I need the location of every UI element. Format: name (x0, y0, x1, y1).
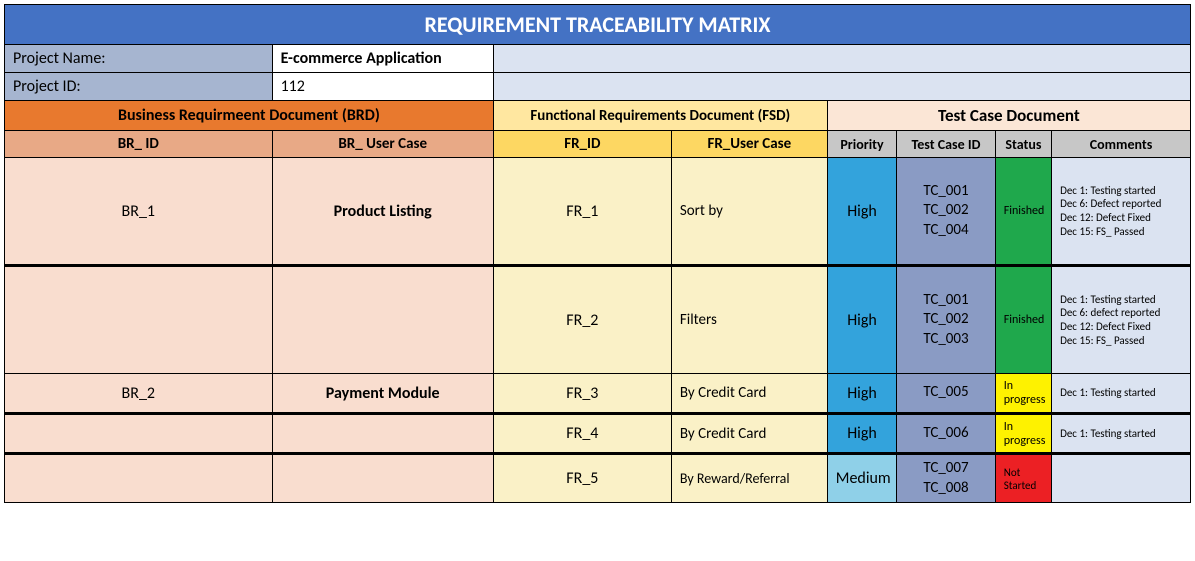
col-comments: Comments (1052, 131, 1191, 158)
priority: High (827, 266, 896, 374)
br-id (5, 414, 273, 454)
title-row: REQUIREMENT TRACEABILITY MATRIX (5, 5, 1191, 45)
test-case-id: TC_005 (897, 374, 996, 414)
project-name-value: E-commerce Application (272, 45, 493, 73)
section-fsd: Functional Requirements Document (FSD) (493, 101, 827, 131)
col-br-id: BR_ ID (5, 131, 273, 158)
br-id (5, 454, 273, 503)
br-id: BR_2 (5, 374, 273, 414)
meta-row-project-id: Project ID: 112 (5, 73, 1191, 101)
comments: Dec 1: Testing started (1052, 414, 1191, 454)
data-row: FR_5 By Reward/Referral Medium TC_007TC_… (5, 454, 1191, 503)
project-name-label: Project Name: (5, 45, 273, 73)
comments (1052, 454, 1191, 503)
test-case-id: TC_001TC_002TC_003 (897, 266, 996, 374)
status: Not Started (995, 454, 1051, 503)
meta-row-project-name: Project Name: E-commerce Application (5, 45, 1191, 73)
priority: High (827, 374, 896, 414)
data-row: BR_2 Payment Module FR_3 By Credit Card … (5, 374, 1191, 414)
br-usecase: Payment Module (272, 374, 493, 414)
fr-usecase: By Credit Card (671, 414, 827, 454)
status: Finished (995, 158, 1051, 266)
priority: High (827, 414, 896, 454)
fr-id: FR_1 (493, 158, 671, 266)
test-case-id: TC_006 (897, 414, 996, 454)
meta-blank (493, 73, 1190, 101)
status: In progress (995, 374, 1051, 414)
title-cell: REQUIREMENT TRACEABILITY MATRIX (5, 5, 1191, 45)
traceability-matrix: REQUIREMENT TRACEABILITY MATRIX Project … (4, 4, 1191, 503)
data-row: BR_1 Product Listing FR_1 Sort by High T… (5, 158, 1191, 266)
br-id (5, 266, 273, 374)
br-usecase: Product Listing (272, 158, 493, 266)
data-row: FR_4 By Credit Card High TC_006 In progr… (5, 414, 1191, 454)
status: Finished (995, 266, 1051, 374)
br-usecase (272, 266, 493, 374)
fr-id: FR_5 (493, 454, 671, 503)
br-usecase (272, 454, 493, 503)
test-case-id: TC_007TC_008 (897, 454, 996, 503)
section-brd: Business Requirmeent Document (BRD) (5, 101, 494, 131)
status: In progress (995, 414, 1051, 454)
column-header-row: BR_ ID BR_ User Case FR_ID FR_User Case … (5, 131, 1191, 158)
fr-usecase: By Credit Card (671, 374, 827, 414)
meta-blank (493, 45, 1190, 73)
fr-usecase: Sort by (671, 158, 827, 266)
fr-usecase: Filters (671, 266, 827, 374)
data-row: FR_2 Filters High TC_001TC_002TC_003 Fin… (5, 266, 1191, 374)
br-id: BR_1 (5, 158, 273, 266)
fr-id: FR_3 (493, 374, 671, 414)
fr-usecase: By Reward/Referral (671, 454, 827, 503)
section-header-row: Business Requirmeent Document (BRD) Func… (5, 101, 1191, 131)
fr-id: FR_4 (493, 414, 671, 454)
col-fr-uc: FR_User Case (671, 131, 827, 158)
priority: Medium (827, 454, 896, 503)
col-tcid: Test Case ID (897, 131, 996, 158)
section-tcd: Test Case Document (827, 101, 1190, 131)
project-id-value: 112 (272, 73, 493, 101)
col-br-uc: BR_ User Case (272, 131, 493, 158)
col-priority: Priority (827, 131, 896, 158)
test-case-id: TC_001TC_002TC_004 (897, 158, 996, 266)
br-usecase (272, 414, 493, 454)
project-id-label: Project ID: (5, 73, 273, 101)
fr-id: FR_2 (493, 266, 671, 374)
comments: Dec 1: Testing started (1052, 374, 1191, 414)
comments: Dec 1: Testing startedDec 6: Defect repo… (1052, 158, 1191, 266)
col-status: Status (995, 131, 1051, 158)
comments: Dec 1: Testing startedDec 6: defect repo… (1052, 266, 1191, 374)
priority: High (827, 158, 896, 266)
col-fr-id: FR_ID (493, 131, 671, 158)
